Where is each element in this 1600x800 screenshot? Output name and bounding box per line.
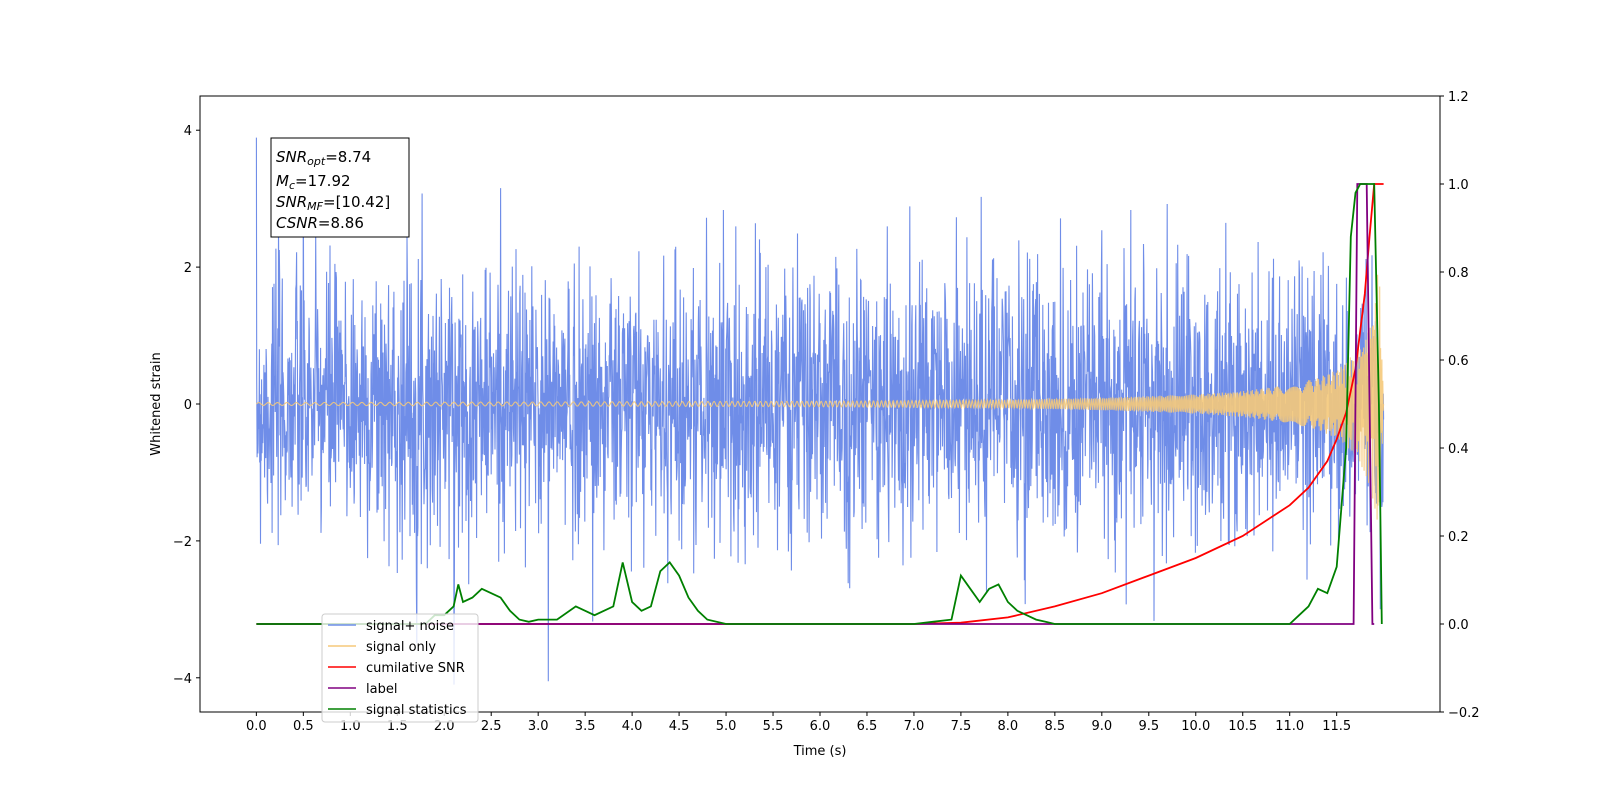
x-tick-label: 10.5 — [1228, 719, 1257, 734]
legend-label: label — [366, 682, 397, 697]
series-signal-noise — [255, 137, 1385, 685]
x-tick: 9.5 — [1138, 712, 1159, 734]
x-tick: 4.0 — [622, 712, 643, 734]
x-tick-label: 5.0 — [716, 719, 737, 734]
x-tick: 5.5 — [763, 712, 784, 734]
x-axis: 0.0 0.5 1.0 1.5 2.0 2.5 3.0 3.5 4.0 4.5 5.0 5.5 6.0 6… — [246, 712, 1351, 734]
x-tick: 4.5 — [669, 712, 690, 734]
y-tick-right: 0.6 — [1440, 354, 1469, 369]
x-tick: 3.5 — [575, 712, 596, 734]
x-tick-label: 8.0 — [998, 719, 1019, 734]
y-tick-label-right: 0.2 — [1448, 530, 1469, 545]
x-tick: 8.0 — [998, 712, 1019, 734]
x-tick: 8.5 — [1045, 712, 1066, 734]
y-tick-label-right: 1.2 — [1448, 90, 1469, 105]
x-tick-label: 4.5 — [669, 719, 690, 734]
legend-entry: signal statistics — [328, 703, 467, 718]
y-tick-label-right: −0.2 — [1448, 706, 1480, 721]
y-axis-right: −0.2 0.0 0.2 0.4 0.6 0.8 1.0 1.2 — [1440, 90, 1480, 721]
x-tick-label: 1.5 — [387, 719, 408, 734]
x-tick-label: 6.0 — [810, 719, 831, 734]
y-tick-left: 0 — [184, 398, 200, 413]
annotation-line: Mc=17.92 — [276, 172, 351, 192]
x-tick-label: 2.5 — [481, 719, 502, 734]
x-tick: 10.0 — [1181, 712, 1210, 734]
legend-label: signal statistics — [366, 703, 467, 718]
y-tick-label-right: 0.0 — [1448, 618, 1469, 633]
x-tick-label: 11.5 — [1322, 719, 1351, 734]
x-tick-label: 5.5 — [763, 719, 784, 734]
x-tick: 5.0 — [716, 712, 737, 734]
x-tick-label: 6.5 — [857, 719, 878, 734]
legend-entry: signal only — [328, 640, 436, 655]
legend: signal+ noise signal only cumilative SNR… — [321, 613, 479, 723]
x-tick: 0.0 — [246, 712, 267, 734]
x-tick-label: 7.5 — [951, 719, 972, 734]
legend-entry: label — [328, 682, 397, 697]
annotation-line: SNRopt=8.74 — [276, 148, 371, 168]
x-tick-label: 2.0 — [434, 719, 455, 734]
x-tick-label: 11.0 — [1275, 719, 1304, 734]
series-signal-statistics — [256, 183, 1383, 625]
y-tick-label-left: −4 — [173, 672, 192, 687]
y-tick-left: −4 — [173, 672, 200, 687]
y-tick-right: 0.0 — [1440, 618, 1469, 633]
x-tick: 0.5 — [293, 712, 314, 734]
x-axis-label: Time (s) — [793, 744, 847, 759]
x-tick-label: 9.5 — [1138, 719, 1159, 734]
x-tick: 9.0 — [1091, 712, 1112, 734]
y-tick-left: 2 — [184, 261, 200, 276]
annotation-line: CSNR=8.86 — [276, 214, 364, 232]
y-tick-right: 0.4 — [1440, 442, 1469, 457]
legend-entry: cumilative SNR — [328, 661, 465, 676]
x-tick-label: 1.0 — [340, 719, 361, 734]
x-tick-label: 3.0 — [528, 719, 549, 734]
y-tick-label-right: 0.8 — [1448, 266, 1469, 281]
plot-marks — [255, 137, 1385, 685]
y-tick-right: 1.0 — [1440, 178, 1469, 193]
x-tick-label: 9.0 — [1091, 719, 1112, 734]
x-tick-label: 8.5 — [1045, 719, 1066, 734]
y-tick-label-left: 0 — [184, 398, 192, 413]
y-tick-label-left: −2 — [173, 535, 192, 550]
x-tick: 7.5 — [951, 712, 972, 734]
y-tick-left: 4 — [184, 124, 200, 139]
legend-entry: signal+ noise — [328, 619, 454, 634]
y-tick-label-right: 0.6 — [1448, 354, 1469, 369]
x-tick: 2.5 — [481, 712, 502, 734]
legend-label: signal+ noise — [366, 619, 454, 634]
x-tick: 6.5 — [857, 712, 878, 734]
x-tick: 7.0 — [904, 712, 925, 734]
x-tick-label: 3.5 — [575, 719, 596, 734]
series-signal-only — [256, 274, 1385, 520]
y-tick-left: −2 — [173, 535, 200, 550]
y-tick-label-left: 4 — [184, 124, 192, 139]
x-tick: 11.5 — [1322, 712, 1351, 734]
series-cumilative-snr — [256, 183, 1384, 625]
legend-label: signal only — [366, 640, 436, 655]
x-tick-label: 7.0 — [904, 719, 925, 734]
y-tick-right: 0.2 — [1440, 530, 1469, 545]
y-tick-right: 1.2 — [1440, 90, 1469, 105]
x-tick: 6.0 — [810, 712, 831, 734]
y-axis-left: −4 −2 0 2 4 — [173, 124, 200, 687]
y-tick-label-left: 2 — [184, 261, 192, 276]
y-axis-label: Whitened strain — [149, 352, 164, 455]
x-tick-label: 4.0 — [622, 719, 643, 734]
x-tick: 3.0 — [528, 712, 549, 734]
y-tick-right: −0.2 — [1440, 706, 1480, 721]
legend-frame — [321, 613, 479, 723]
y-tick-label-right: 0.4 — [1448, 442, 1469, 457]
legend-label: cumilative SNR — [366, 661, 465, 676]
x-tick: 10.5 — [1228, 712, 1257, 734]
x-tick-label: 0.5 — [293, 719, 314, 734]
annotation-box: SNRopt=8.74 Mc=17.92 SNRMF=[10.42] CSNR=… — [270, 137, 410, 238]
x-tick-label: 10.0 — [1181, 719, 1210, 734]
x-tick: 11.0 — [1275, 712, 1304, 734]
y-tick-label-right: 1.0 — [1448, 178, 1469, 193]
y-tick-right: 0.8 — [1440, 266, 1469, 281]
x-tick-label: 0.0 — [246, 719, 267, 734]
annotation-line: SNRMF=[10.42] — [276, 193, 390, 213]
